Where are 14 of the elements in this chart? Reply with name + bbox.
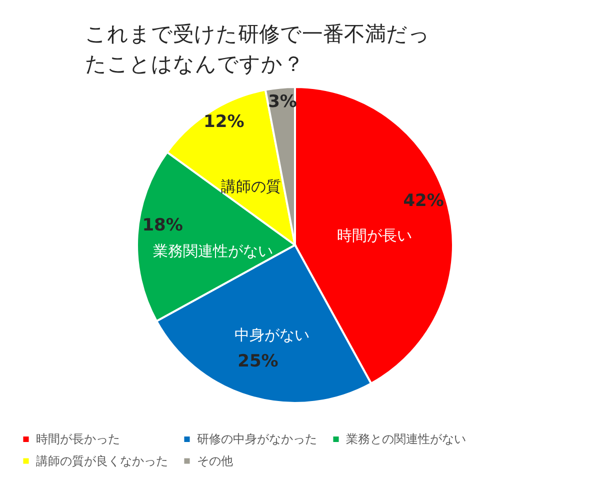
text: 中身がない — [234, 326, 310, 344]
data-label: 18% — [142, 216, 183, 236]
data-label: 25% — [238, 351, 278, 372]
data-label: 12% — [204, 112, 244, 132]
data-label: 42% — [403, 190, 444, 211]
legend-label: 研修の中身がなかった — [197, 432, 317, 446]
legend-label: その他 — [197, 454, 233, 468]
legend-label: 業務との関連性がない — [346, 432, 466, 446]
text: 時間が長い — [337, 226, 412, 245]
legend-label: 講師の質が良くなかった — [36, 454, 168, 468]
chart-title: これまで受けた研修で一番不満だったことはなんですか？ — [85, 22, 430, 76]
legend-label: 時間が長かった — [36, 432, 120, 446]
text: 業務関連性がない — [153, 242, 273, 260]
text: 講師の質 — [220, 178, 281, 196]
